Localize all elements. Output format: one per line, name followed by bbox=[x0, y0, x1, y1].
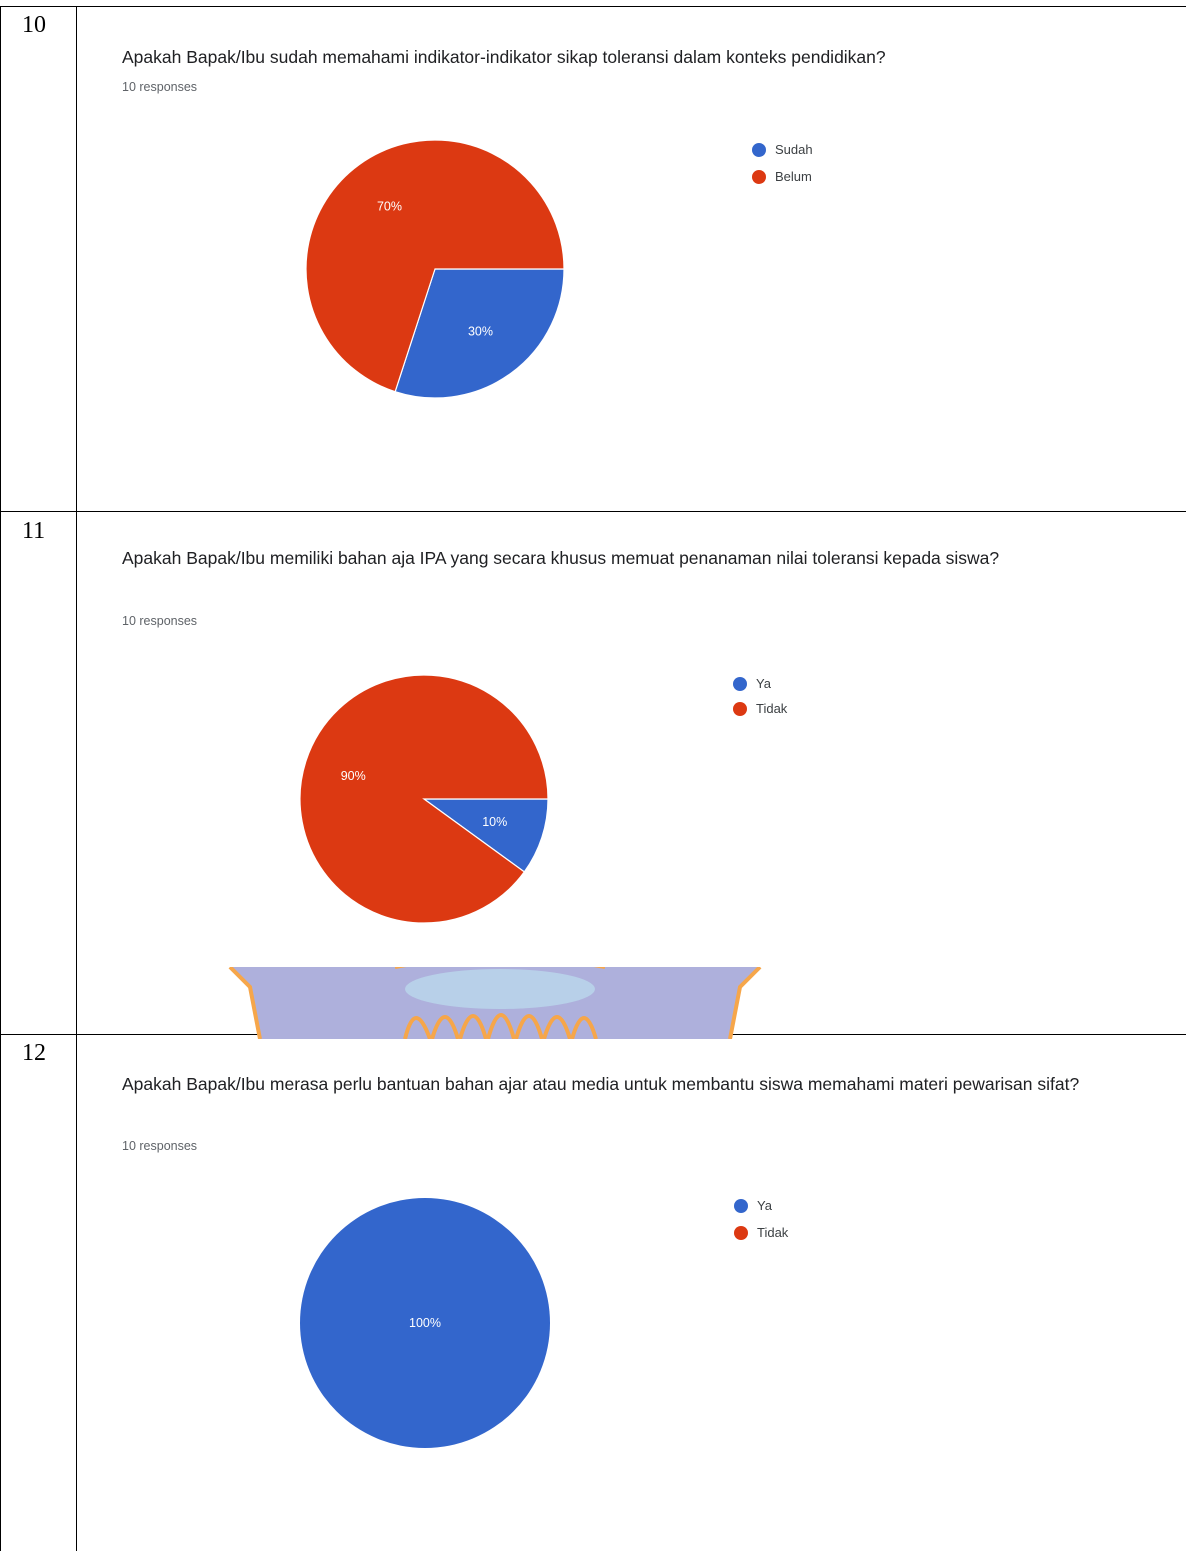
legend-item: Ya bbox=[734, 1198, 772, 1213]
response-count: 10 responses bbox=[122, 1139, 198, 1153]
legend-label: Ya bbox=[756, 676, 771, 691]
pie-slice-belum bbox=[305, 139, 565, 393]
slice-label: 90% bbox=[341, 769, 366, 783]
legend-item: Tidak bbox=[734, 1225, 788, 1240]
legend-swatch-blue bbox=[733, 676, 747, 691]
pie-slice-tidak bbox=[299, 674, 549, 924]
legend-label: Sudah bbox=[775, 142, 813, 157]
legend-label: Tidak bbox=[756, 701, 788, 716]
table-top-border bbox=[0, 6, 1186, 7]
legend-label: Belum bbox=[775, 169, 812, 184]
question-title: Apakah Bapak/Ibu memiliki bahan aja IPA … bbox=[122, 548, 1000, 568]
legend-label: Tidak bbox=[757, 1225, 789, 1240]
legend-swatch-blue bbox=[752, 142, 766, 157]
response-count: 10 responses bbox=[122, 80, 198, 94]
legend-swatch-red bbox=[734, 1225, 748, 1240]
response-count: 10 responses bbox=[122, 614, 198, 628]
legend-swatch-red bbox=[733, 701, 747, 716]
legend-swatch-red bbox=[752, 169, 766, 184]
slice-label: 70% bbox=[377, 199, 402, 213]
row-number: 10 bbox=[22, 12, 46, 38]
legend-label: Ya bbox=[757, 1198, 772, 1213]
slice-label: 30% bbox=[468, 325, 493, 339]
question-title: Apakah Bapak/Ibu merasa perlu bantuan ba… bbox=[122, 1074, 1080, 1094]
pie-chart: 100% bbox=[300, 1198, 550, 1448]
row-number: 11 bbox=[22, 518, 46, 544]
pie-chart: 30% 70% bbox=[305, 139, 565, 399]
pie-slice-sudah bbox=[394, 268, 565, 399]
pie-slice-ya bbox=[300, 1198, 550, 1448]
table-column-divider bbox=[76, 6, 77, 1551]
legend-swatch-blue bbox=[734, 1198, 748, 1213]
legend-item: Tidak bbox=[733, 701, 787, 716]
legend-item: Sudah bbox=[752, 142, 813, 157]
table-row-divider-1 bbox=[0, 511, 1186, 512]
slice-label: 100% bbox=[409, 1316, 441, 1330]
watermark-seal bbox=[228, 967, 762, 1039]
pie-slice-ya bbox=[422, 798, 549, 873]
legend-item: Ya bbox=[733, 676, 771, 691]
slice-label: 10% bbox=[482, 815, 507, 829]
pie-chart: 10% 90% bbox=[299, 674, 549, 924]
row-number: 12 bbox=[22, 1040, 46, 1066]
question-title: Apakah Bapak/Ibu sudah memahami indikato… bbox=[122, 47, 886, 67]
table-left-border bbox=[0, 6, 1, 1551]
legend-item: Belum bbox=[752, 169, 812, 184]
